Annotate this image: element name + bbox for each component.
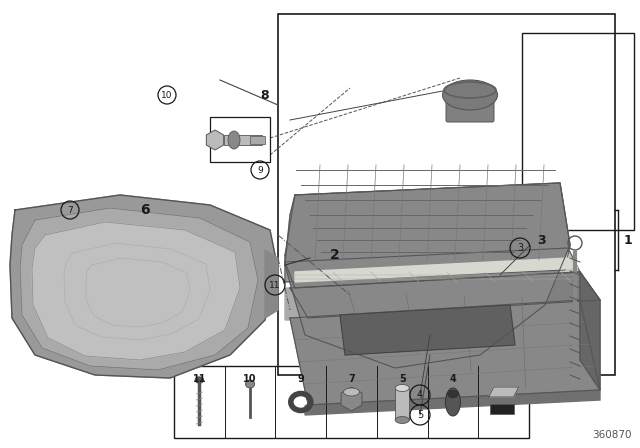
Text: 7: 7 [348, 374, 355, 384]
FancyBboxPatch shape [446, 88, 494, 122]
Bar [278, 14, 615, 375]
Bar [224, 135, 262, 145]
Bar [396, 388, 409, 420]
Polygon shape [290, 300, 600, 405]
Polygon shape [20, 208, 258, 370]
Bar [522, 33, 634, 230]
Text: 7: 7 [67, 206, 73, 215]
Bar [490, 404, 514, 414]
Text: 3: 3 [537, 233, 546, 246]
Polygon shape [580, 272, 600, 390]
Polygon shape [285, 288, 305, 320]
Text: 5: 5 [417, 410, 423, 420]
Text: 10: 10 [161, 90, 173, 99]
Ellipse shape [447, 390, 458, 398]
Polygon shape [290, 272, 600, 318]
Text: 4: 4 [449, 374, 456, 384]
Ellipse shape [445, 388, 460, 416]
Ellipse shape [295, 397, 307, 406]
Text: 9: 9 [298, 374, 304, 384]
Text: 4: 4 [417, 390, 423, 400]
Text: 2: 2 [330, 248, 340, 262]
Text: 11: 11 [193, 374, 206, 384]
Bar [174, 366, 529, 438]
Text: 8: 8 [260, 89, 269, 102]
Polygon shape [305, 390, 600, 415]
Polygon shape [340, 305, 515, 355]
Text: 11: 11 [269, 280, 281, 289]
Polygon shape [285, 183, 570, 282]
Polygon shape [285, 248, 580, 288]
Text: 3: 3 [517, 243, 523, 253]
Ellipse shape [228, 131, 240, 149]
Ellipse shape [442, 80, 497, 110]
Ellipse shape [344, 388, 360, 396]
Polygon shape [285, 183, 570, 368]
Text: 10: 10 [243, 374, 257, 384]
Bar [250, 136, 265, 144]
Polygon shape [295, 258, 578, 282]
Text: 9: 9 [257, 165, 263, 175]
Polygon shape [10, 195, 278, 378]
Text: 1: 1 [623, 233, 632, 246]
Polygon shape [32, 222, 240, 360]
Ellipse shape [396, 384, 409, 392]
Polygon shape [265, 250, 278, 318]
Bar [210, 117, 270, 162]
Polygon shape [489, 387, 518, 397]
Text: 6: 6 [140, 203, 150, 217]
Text: 360870: 360870 [593, 430, 632, 440]
Ellipse shape [396, 417, 409, 423]
Text: 5: 5 [399, 374, 406, 384]
Ellipse shape [246, 380, 255, 388]
Ellipse shape [195, 377, 204, 383]
